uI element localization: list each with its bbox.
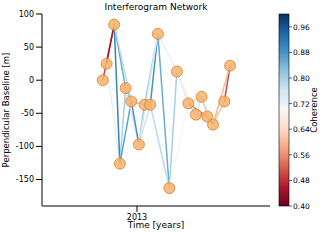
svg-text:-100: -100 bbox=[16, 142, 34, 151]
svg-text:Coherence: Coherence bbox=[309, 87, 314, 133]
svg-text:0.88: 0.88 bbox=[293, 48, 310, 57]
svg-text:2013: 2013 bbox=[127, 213, 147, 222]
svg-text:0.72: 0.72 bbox=[293, 100, 310, 109]
svg-text:0.56: 0.56 bbox=[293, 151, 310, 160]
svg-text:0.80: 0.80 bbox=[293, 74, 310, 83]
svg-text:-150: -150 bbox=[16, 175, 34, 184]
svg-text:-50: -50 bbox=[21, 109, 34, 118]
svg-text:50: 50 bbox=[24, 43, 34, 52]
svg-text:0.40: 0.40 bbox=[293, 202, 310, 211]
svg-text:0.64: 0.64 bbox=[293, 125, 310, 134]
svg-text:0: 0 bbox=[29, 76, 34, 85]
svg-text:0.96: 0.96 bbox=[293, 23, 310, 32]
svg-text:Perpendicular Baseline [m]: Perpendicular Baseline [m] bbox=[8, 53, 11, 168]
svg-text:Interferogram Network: Interferogram Network bbox=[105, 2, 209, 12]
svg-text:100: 100 bbox=[19, 10, 34, 19]
svg-text:0.48: 0.48 bbox=[293, 176, 310, 185]
svg-text:Time [years]: Time [years] bbox=[127, 220, 185, 230]
